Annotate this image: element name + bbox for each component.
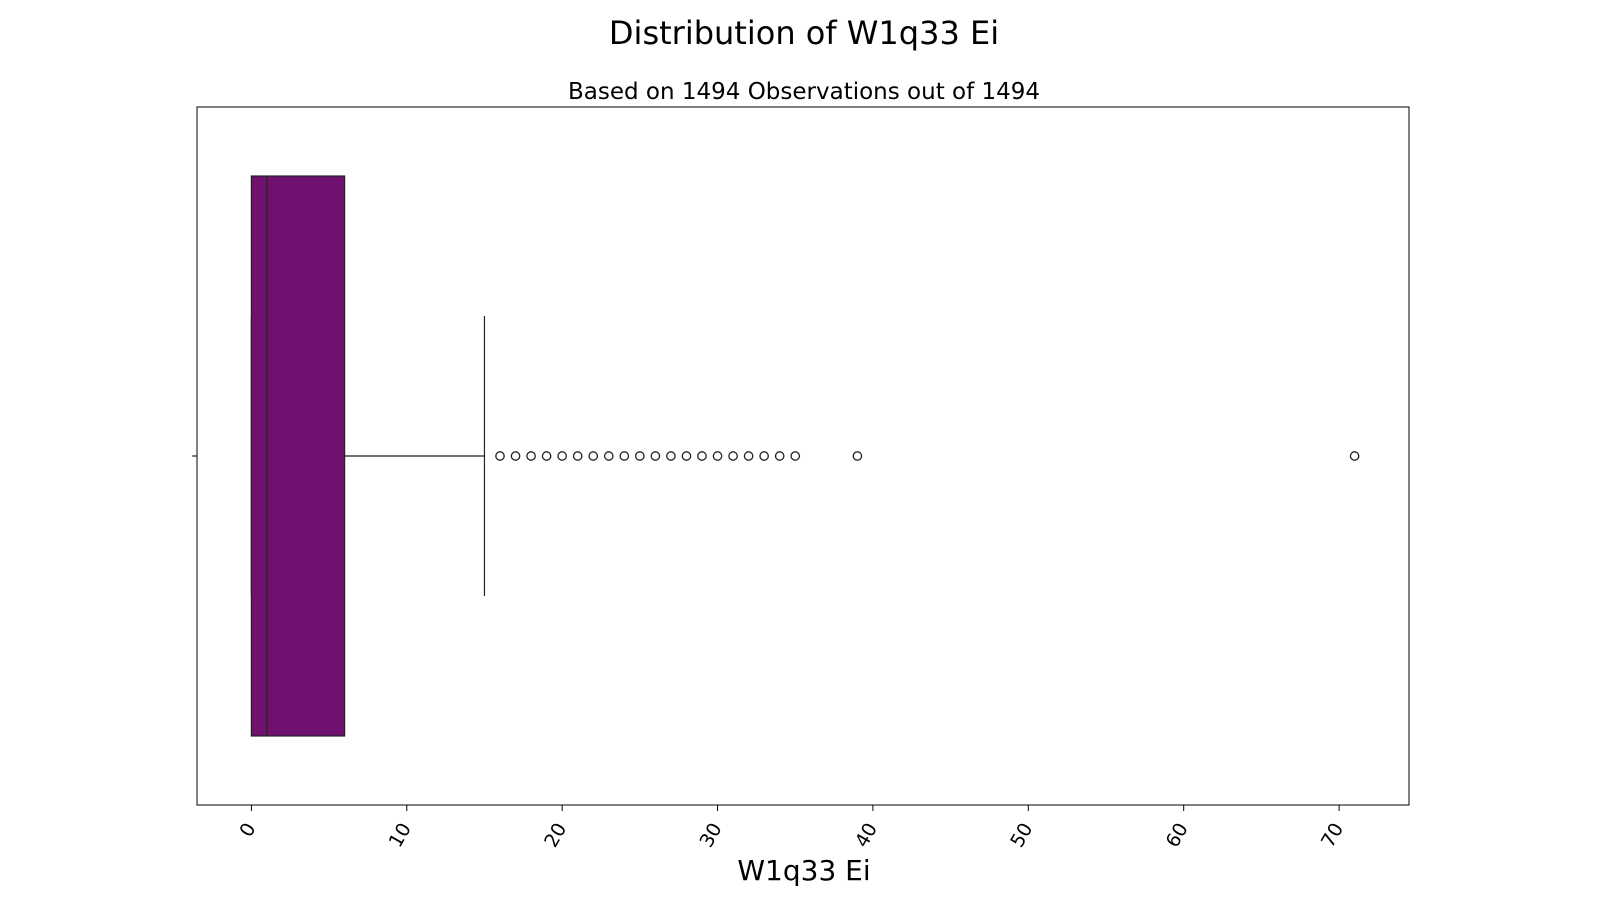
outlier-point: [495, 451, 505, 461]
x-tick-label: 60: [1162, 819, 1193, 851]
x-tick-label: 40: [851, 819, 882, 851]
outlier-point: [572, 451, 583, 461]
outlier-point: [619, 451, 630, 461]
x-tick-label: 70: [1317, 819, 1348, 851]
outlier-point: [588, 451, 599, 461]
outlier-point: [712, 451, 723, 461]
x-tick-label: 50: [1006, 819, 1037, 851]
outlier-point: [666, 451, 676, 461]
chart-subtitle: Based on 1494 Observations out of 1494: [568, 79, 1040, 105]
outlier-point: [1349, 451, 1360, 461]
x-axis: 0 10 20 30 40 50 60 70: [235, 805, 1348, 851]
x-tick-label: 10: [385, 819, 416, 851]
outlier-point: [650, 451, 661, 461]
x-axis-label: W1q33 Ei: [737, 854, 870, 887]
outlier-point: [541, 451, 552, 461]
box-plot-marks: [250, 175, 1360, 737]
outlier-point: [557, 451, 568, 461]
outlier-point: [510, 451, 521, 461]
outlier-point: [790, 451, 801, 461]
x-tick-label: 30: [695, 819, 726, 851]
outlier-point: [603, 451, 614, 461]
outlier-point: [852, 451, 863, 461]
iqr-box: [250, 175, 346, 737]
chart-title: Distribution of W1q33 Ei: [609, 14, 999, 52]
outlier-point: [774, 451, 785, 461]
x-tick-label: 0: [235, 819, 260, 840]
outlier-point: [681, 451, 692, 461]
x-tick-label: 20: [540, 819, 571, 851]
outlier-point: [743, 451, 754, 461]
outlier-point: [526, 451, 536, 461]
outlier-point: [728, 451, 738, 461]
outlier-point: [634, 451, 645, 461]
outlier-point: [697, 451, 707, 461]
outlier-point: [759, 451, 770, 461]
